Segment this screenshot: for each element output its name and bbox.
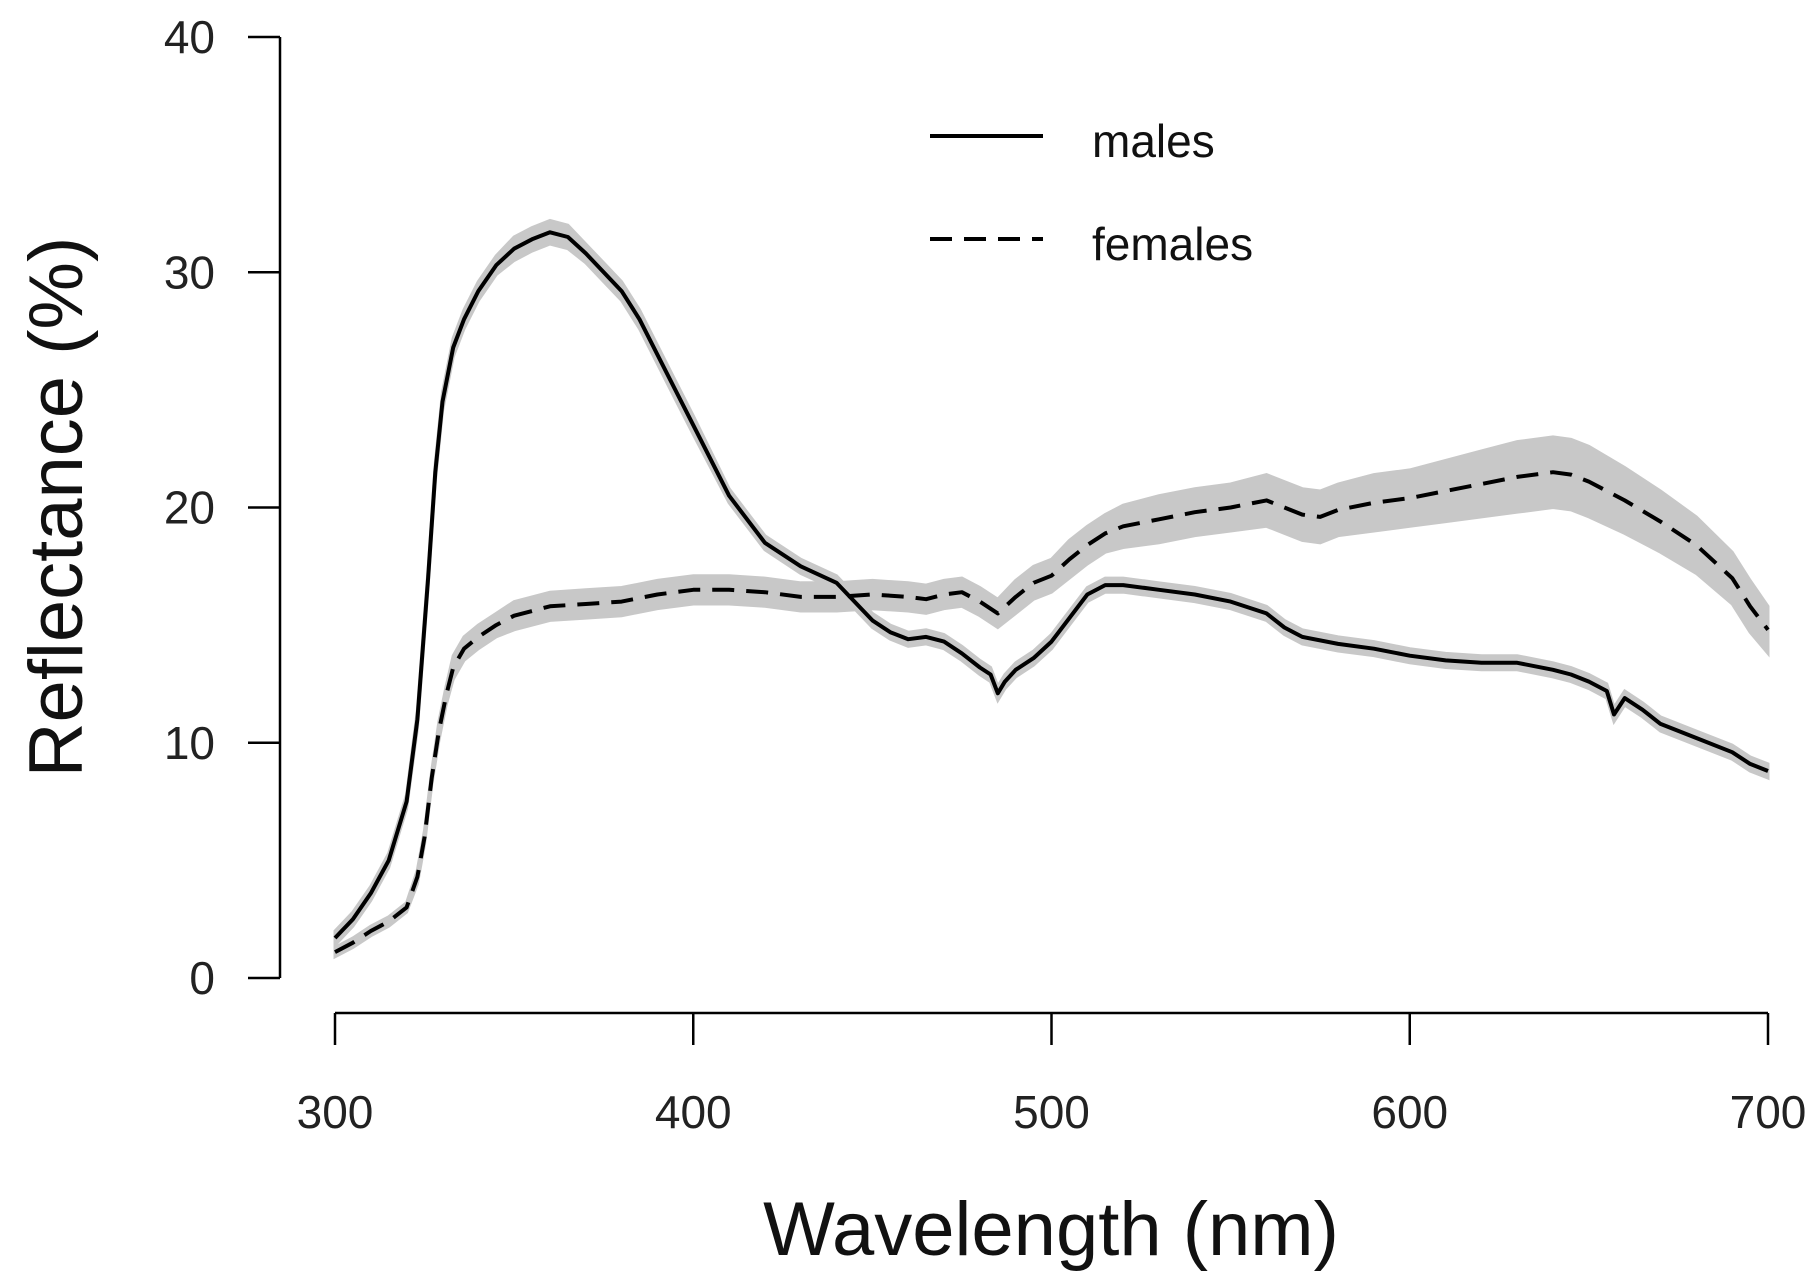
x-axis-ticks: 300 400 500 600 700 [297,1013,1807,1138]
legend-label-females: females [1092,218,1253,270]
legend: males females [930,115,1253,270]
y-tick-label-40: 40 [164,11,215,63]
x-tick-label-400: 400 [655,1086,732,1138]
y-tick-label-10: 10 [164,717,215,769]
x-tick-label-300: 300 [297,1086,374,1138]
series-lines [333,230,1770,954]
y-tick-label-30: 30 [164,246,215,298]
legend-label-males: males [1092,115,1215,167]
line-males [333,230,1769,940]
x-axis-title: Wavelength (nm) [763,1187,1339,1271]
x-tick-label-700: 700 [1730,1086,1807,1138]
x-tick-label-600: 600 [1371,1086,1448,1138]
y-tick-label-20: 20 [164,482,215,534]
confidence-bands [333,218,1770,960]
y-tick-label-0: 0 [189,952,215,1004]
x-tick-label-500: 500 [1013,1086,1090,1138]
y-axis-ticks: 0 10 20 30 40 [164,11,280,1004]
y-axis-title: Reflectance (%) [14,237,99,778]
band-females [333,435,1770,960]
line-females [334,470,1770,954]
